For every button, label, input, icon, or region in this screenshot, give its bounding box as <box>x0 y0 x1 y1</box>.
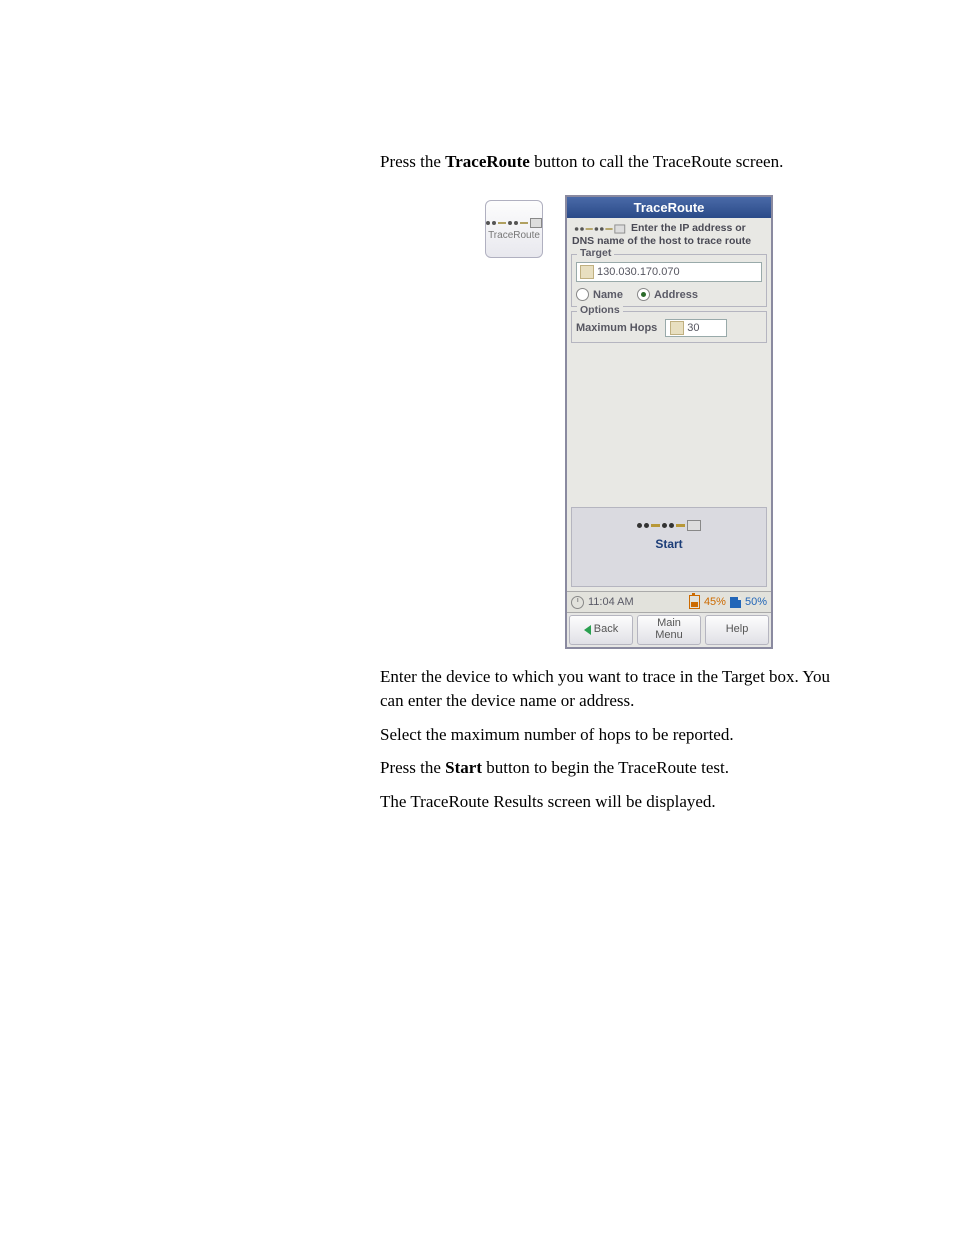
para-1-after: button to call the TraceRoute screen. <box>530 152 784 171</box>
options-legend: Options <box>577 304 623 316</box>
traceroute-toolbar-button[interactable]: TraceRoute <box>485 200 541 258</box>
status-battery-2: 50% <box>745 596 767 608</box>
main-menu-button[interactable]: Main Menu <box>637 615 701 645</box>
para-1-bold: TraceRoute <box>445 152 530 171</box>
start-label: Start <box>655 537 682 551</box>
radio-address[interactable]: Address <box>637 288 698 301</box>
max-hops-label: Maximum Hops <box>576 322 657 334</box>
para-1: Press the TraceRoute button to call the … <box>380 150 850 174</box>
para-1-before: Press the <box>380 152 445 171</box>
para-5: The TraceRoute Results screen will be di… <box>380 790 850 814</box>
screen-body: Target 130.030.170.070 Name Address Opti… <box>567 254 771 507</box>
para-4-after: button to begin the TraceRoute test. <box>482 758 729 777</box>
status-battery-1: 45% <box>704 596 726 608</box>
para-3: Select the maximum number of hops to be … <box>380 723 850 747</box>
radio-address-indicator <box>637 288 650 301</box>
max-hops-input[interactable]: 30 <box>665 319 727 337</box>
help-label: Help <box>726 624 749 636</box>
radio-name[interactable]: Name <box>576 288 623 301</box>
disk-icon <box>730 597 741 608</box>
battery-icon <box>689 595 700 609</box>
traceroute-icon <box>575 224 625 233</box>
edit-icon <box>580 265 594 279</box>
bottom-paragraphs: Enter the device to which you want to tr… <box>380 665 850 824</box>
traceroute-icon <box>637 520 701 531</box>
traceroute-button-label: TraceRoute <box>488 230 540 241</box>
max-hops-value: 30 <box>687 322 699 334</box>
target-value: 130.030.170.070 <box>597 266 680 278</box>
start-button[interactable]: Start <box>571 507 767 587</box>
radio-address-label: Address <box>654 289 698 301</box>
body-spacer <box>571 347 767 507</box>
help-button[interactable]: Help <box>705 615 769 645</box>
screen-title: TraceRoute <box>567 197 771 218</box>
clock-icon <box>571 596 584 609</box>
para-4-bold: Start <box>445 758 482 777</box>
traceroute-button-box: TraceRoute <box>485 200 543 258</box>
target-legend: Target <box>577 247 614 259</box>
back-button[interactable]: Back <box>569 615 633 645</box>
target-fieldset: Target 130.030.170.070 Name Address <box>571 254 767 307</box>
edit-icon <box>670 321 684 335</box>
options-fieldset: Options Maximum Hops 30 <box>571 311 767 343</box>
radio-name-indicator <box>576 288 589 301</box>
status-time: 11:04 AM <box>588 596 634 608</box>
traceroute-icon <box>486 218 542 228</box>
status-bar: 11:04 AM 45% 50% <box>567 591 771 612</box>
intro-paragraph: Press the TraceRoute button to call the … <box>380 150 850 184</box>
target-type-radios: Name Address <box>576 288 762 301</box>
para-4-before: Press the <box>380 758 445 777</box>
radio-name-label: Name <box>593 289 623 301</box>
nav-bar: Back Main Menu Help <box>567 612 771 647</box>
target-input[interactable]: 130.030.170.070 <box>576 262 762 282</box>
para-2: Enter the device to which you want to tr… <box>380 665 850 713</box>
back-label: Back <box>594 624 618 636</box>
para-4: Press the Start button to begin the Trac… <box>380 756 850 780</box>
traceroute-screen: TraceRoute Enter the IP address or DNS n… <box>565 195 773 649</box>
instruction-line-1: Enter the IP address or <box>631 222 746 235</box>
back-arrow-icon <box>584 625 591 635</box>
main-menu-l2: Menu <box>655 630 683 642</box>
